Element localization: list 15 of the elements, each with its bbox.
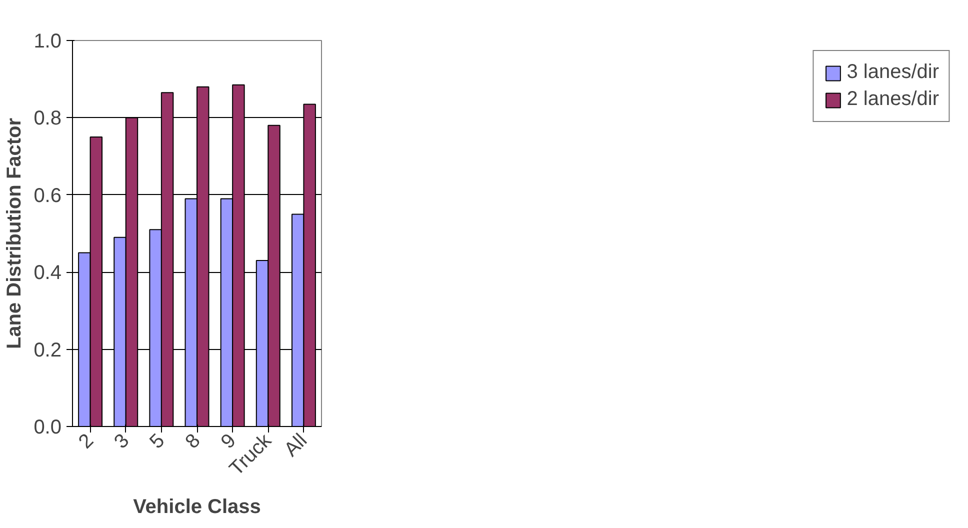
y-tick-label: 0.6 bbox=[34, 184, 62, 207]
y-tick-label: 0.8 bbox=[34, 108, 62, 130]
x-tick-label: All bbox=[280, 430, 312, 461]
y-axis-title: Lane Distribution Factor bbox=[4, 118, 26, 350]
y-tick-label: 0.2 bbox=[34, 339, 62, 362]
x-tick-label: 2 bbox=[74, 430, 98, 454]
legend-label: 3 lanes/dir bbox=[846, 61, 939, 84]
legend-label: 2 lanes/dir bbox=[846, 88, 939, 111]
y-tick-label: 0.4 bbox=[34, 262, 62, 284]
x-axis-title: Vehicle Class bbox=[133, 496, 261, 518]
y-tick-label: 1.0 bbox=[34, 30, 62, 52]
x-tick-label: 8 bbox=[181, 430, 205, 454]
x-tick-label: 5 bbox=[146, 430, 170, 454]
x-tick-label: 3 bbox=[110, 430, 134, 454]
y-tick-label: 0.0 bbox=[34, 416, 62, 438]
